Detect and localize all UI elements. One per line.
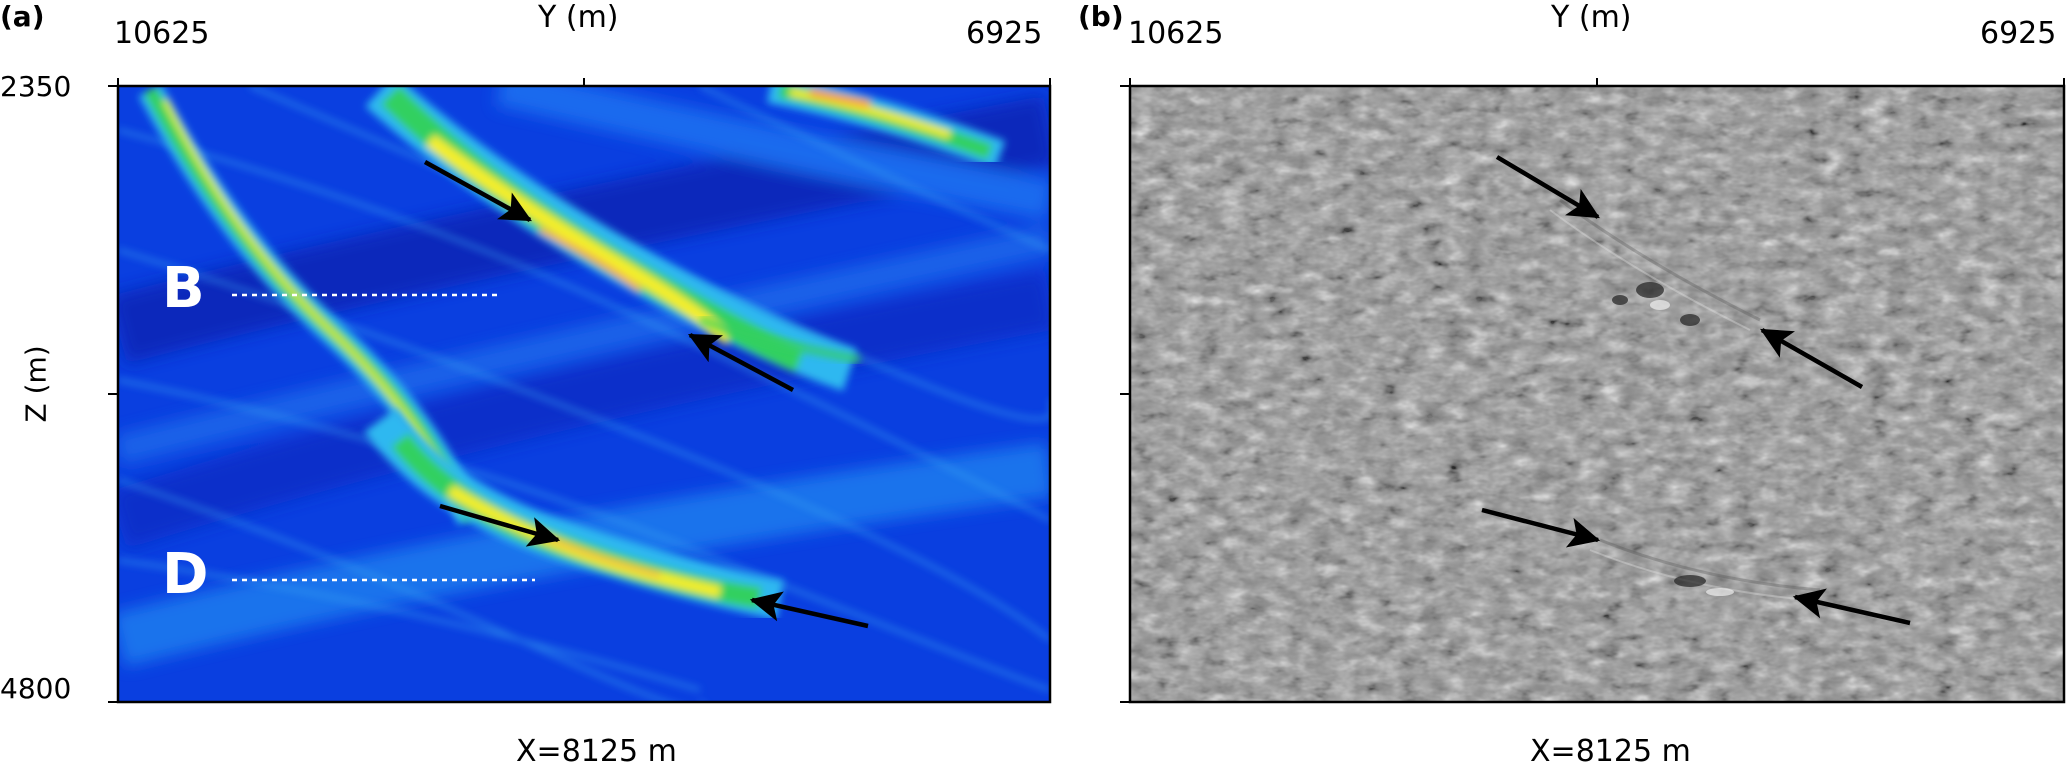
panel-a-caption: X=8125 m [516, 734, 677, 769]
panel-a-letter: (a) [0, 0, 45, 33]
panel-b-y-tick-left: 10625 [1128, 16, 1224, 51]
arrow-icon [1495, 155, 1600, 219]
panel-b-ticks [1120, 78, 2065, 703]
panel-b-letter: (b) [1078, 0, 1124, 33]
panel-a-image [118, 86, 1050, 702]
panel-a-ticks [108, 78, 1051, 703]
panel-a-z-axis-title: Z (m) [19, 345, 53, 423]
arrow-icon [749, 591, 869, 629]
panel-a-arrows [423, 160, 869, 629]
arrow-icon [423, 160, 532, 222]
panel-b-caption: X=8125 m [1530, 734, 1691, 769]
marker-d-label: D [162, 542, 209, 607]
arrow-icon [439, 503, 561, 547]
panel-a-y-tick-left: 10625 [114, 16, 210, 51]
marker-b-label: B [162, 256, 205, 321]
panel-a-y-tick-right: 6925 [966, 16, 1043, 51]
panel-b-arrows [1481, 155, 1911, 626]
panel-b-y-axis-title: Y (m) [1551, 0, 1632, 35]
arrow-icon [1760, 328, 1864, 389]
arrow-icon [1481, 507, 1601, 548]
panel-b-image [1130, 86, 2064, 702]
arrow-icon [688, 333, 795, 392]
panel-a-y-axis-title: Y (m) [538, 0, 619, 35]
panel-a-z-tick-bottom: 4800 [0, 672, 72, 705]
panel-a-z-tick-top: 2350 [0, 70, 72, 103]
arrow-icon [1792, 588, 1911, 626]
panel-a-marker-lines [232, 293, 535, 582]
panel-b-y-tick-right: 6925 [1980, 16, 2057, 51]
